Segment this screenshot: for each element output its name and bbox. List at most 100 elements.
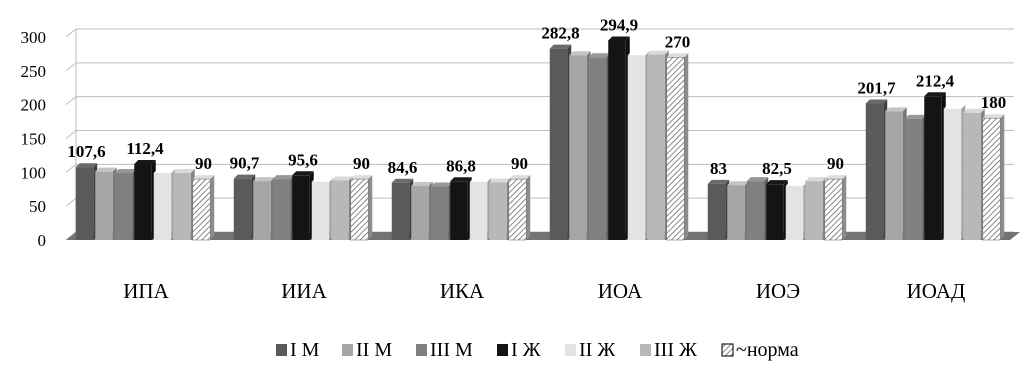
bar-top [311, 177, 334, 182]
legend-swatch [342, 344, 353, 356]
bar-top [943, 104, 966, 109]
gridline [65, 62, 1014, 72]
bar [272, 179, 291, 240]
legend-swatch [416, 344, 427, 356]
bar-top [272, 175, 295, 180]
legend: I М II М III М I Ж II Ж III Ж ~норма [276, 339, 799, 361]
bar [391, 182, 410, 240]
bar-top [549, 44, 572, 49]
bar [450, 181, 468, 240]
bar [134, 163, 152, 240]
legend-label: II Ж [579, 339, 615, 361]
y-tick-label: 200 [21, 96, 47, 115]
data-label: 95,6 [288, 150, 318, 169]
bar [292, 175, 310, 240]
bar-top [824, 175, 847, 180]
bar-top [885, 107, 907, 112]
bar [805, 181, 823, 240]
bar [885, 111, 903, 240]
bar [469, 181, 488, 240]
bar-top [627, 51, 650, 56]
bar-top [746, 177, 769, 182]
data-label: 270 [665, 32, 691, 51]
bar-side [1000, 114, 1005, 240]
bar [982, 117, 1001, 241]
bar [924, 96, 942, 240]
bar [707, 183, 726, 240]
bar-top [253, 177, 275, 182]
bar-top [331, 176, 353, 181]
bar-top [114, 169, 137, 174]
bar [489, 182, 507, 240]
x-tick-label: ИОАД [907, 279, 966, 303]
legend-label: I Ж [511, 339, 541, 361]
x-tick-label: ИОА [598, 279, 643, 303]
y-tick-label: 50 [29, 197, 46, 216]
bar-top [350, 175, 373, 180]
y-tick-label: 150 [21, 130, 47, 149]
bar [865, 103, 884, 241]
bar [114, 173, 133, 240]
bar [549, 48, 568, 240]
bar [311, 181, 330, 240]
bar-top [469, 177, 492, 182]
bar [192, 178, 211, 241]
data-label: 212,4 [916, 71, 955, 90]
bar-top [785, 181, 808, 186]
bar [666, 56, 685, 241]
bar-top [292, 171, 314, 176]
x-tick-label: ИИА [281, 279, 327, 303]
data-label: 84,6 [388, 158, 418, 177]
bar [627, 55, 646, 240]
bar [963, 112, 981, 240]
y-tick-label: 0 [38, 231, 47, 250]
bar-top [173, 169, 195, 174]
bar-top [391, 178, 414, 183]
bar [785, 185, 804, 240]
bar-side [210, 175, 215, 240]
bar [647, 54, 665, 240]
gridlines [65, 28, 1014, 241]
bar-top [411, 181, 433, 186]
bar [233, 178, 252, 240]
bar-top [430, 182, 453, 187]
bar-top [766, 180, 788, 185]
bar-side [842, 175, 847, 240]
bar-top [963, 108, 985, 113]
bar-top [982, 114, 1005, 119]
legend-swatch [721, 343, 734, 357]
bar-side [368, 175, 373, 240]
bar [75, 167, 94, 240]
bar-top [727, 181, 749, 186]
bar-top [588, 53, 611, 58]
y-tick-label: 100 [21, 163, 47, 182]
bar-top [508, 175, 531, 180]
data-label: 82,5 [762, 159, 792, 178]
data-label: 90,7 [230, 154, 260, 173]
bar [253, 181, 271, 240]
bar [904, 118, 923, 240]
bar [411, 185, 429, 240]
bar-top [134, 159, 156, 164]
data-label: 180 [981, 93, 1007, 112]
data-label: 107,6 [67, 142, 105, 161]
bar [95, 171, 113, 240]
bar [569, 55, 587, 240]
bar-top [450, 177, 472, 182]
y-axis: 0 50 100 150 200 250 300 [21, 28, 47, 250]
bar [608, 40, 626, 240]
data-label: 83 [710, 159, 727, 178]
bar [430, 186, 449, 240]
bar-top [924, 92, 946, 97]
data-label: 90 [195, 154, 212, 173]
bar-top [904, 114, 927, 119]
bar-top [666, 53, 689, 58]
bar-side [526, 175, 531, 240]
bars [75, 36, 1005, 241]
legend-swatch [276, 344, 287, 356]
bar-top [865, 99, 888, 104]
bar-top [489, 178, 511, 183]
bar [943, 108, 962, 240]
data-label: 112,4 [126, 139, 164, 158]
